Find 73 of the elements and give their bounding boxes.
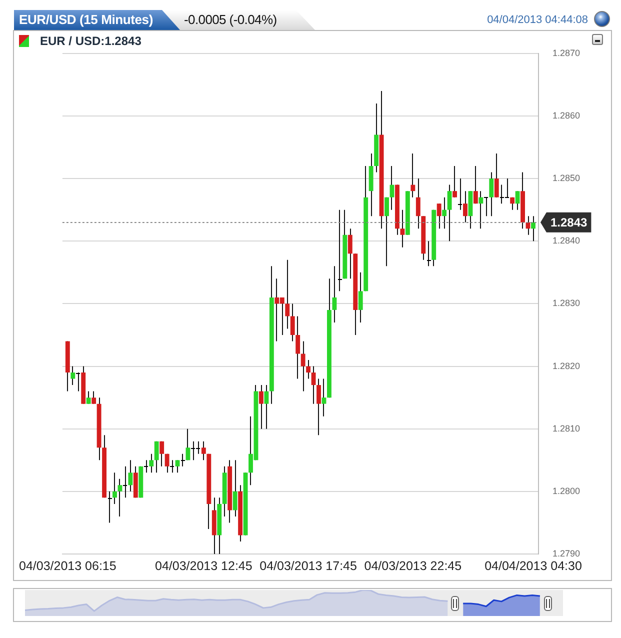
candlestick <box>494 153 499 198</box>
y-tick-label: 1.2850 <box>552 173 580 184</box>
candlestick <box>473 166 478 204</box>
candlestick <box>384 196 389 267</box>
candlestick <box>264 384 269 430</box>
y-tick-label: 1.2820 <box>552 360 580 371</box>
candlestick <box>416 178 420 230</box>
candlestick <box>186 428 190 461</box>
x-tick-label: 04/03/2013 22:45 <box>364 558 462 573</box>
candlestick <box>201 440 206 461</box>
y-tick-label: 1.2830 <box>552 298 580 308</box>
candlestick <box>112 472 117 504</box>
candlestick <box>332 266 337 323</box>
text: 04/04/2013 04:44:08 <box>487 14 588 27</box>
candlestick <box>70 366 76 386</box>
candlestick <box>442 196 447 230</box>
candlestick <box>258 384 264 430</box>
candlestick <box>154 440 159 474</box>
x-tick-label: 04/03/2013 17:45 <box>260 558 357 573</box>
y-tick-label: 1.2800 <box>552 486 580 496</box>
y-tick-label: 1.2840 <box>552 236 580 246</box>
y-tick-label: 1.2810 <box>552 423 580 434</box>
candlestick <box>452 166 457 198</box>
candlestick <box>290 303 295 342</box>
candlestick <box>170 460 174 474</box>
candlestick <box>410 153 416 198</box>
candlestick <box>144 460 148 474</box>
candlestick <box>458 178 462 210</box>
candlestick <box>285 259 290 330</box>
candlestick <box>118 478 122 517</box>
candlestick <box>164 453 170 474</box>
candlestick <box>86 390 91 404</box>
candlestick <box>175 460 180 474</box>
y-tick-label: 1.2860 <box>552 110 580 120</box>
candlestick <box>92 390 96 404</box>
chart-title: EUR/USD (15 Minutes) <box>19 12 153 27</box>
candlestick <box>300 340 306 392</box>
candlestick <box>348 228 352 280</box>
candlestick <box>160 440 164 467</box>
candlestick <box>338 209 342 292</box>
candlestick <box>447 184 452 242</box>
candlestick <box>436 203 442 230</box>
candlestick <box>108 490 112 524</box>
candlestick <box>181 453 185 467</box>
candlestick <box>76 372 80 392</box>
candlestick <box>489 172 494 217</box>
candlestick <box>322 378 326 417</box>
candlestick <box>316 378 321 436</box>
y-tick-label: 1.2870 <box>552 48 580 58</box>
x-tick-label: 04/03/2013 12:45 <box>155 558 252 573</box>
candlestick <box>149 453 154 474</box>
candlestick <box>390 166 394 210</box>
y-tick-label: 1.2790 <box>552 548 580 558</box>
candlestick <box>296 316 300 380</box>
x-tick-label: 04/04/2013 04:30 <box>484 558 582 573</box>
legend-label: EUR / USD:1.2843 <box>40 34 142 48</box>
candlestick <box>515 190 520 210</box>
chart-subtitle: -0.0005 (-0.04%) <box>180 10 315 30</box>
candlestick <box>463 190 468 223</box>
ref-line-label: 1.2843 <box>550 216 588 230</box>
candlestick <box>400 209 405 248</box>
candlestick <box>484 196 488 217</box>
candlestick <box>427 240 431 267</box>
candlestick <box>128 460 133 492</box>
candlestick <box>306 360 311 380</box>
candlestick <box>232 460 238 517</box>
x-tick-label: 04/03/2013 06:15 <box>18 558 116 573</box>
candlestick <box>123 466 127 498</box>
candlestick <box>478 190 484 230</box>
candlestick <box>531 216 536 242</box>
candlestick <box>358 272 363 323</box>
candlestick <box>311 366 316 404</box>
candlestick <box>510 196 515 210</box>
